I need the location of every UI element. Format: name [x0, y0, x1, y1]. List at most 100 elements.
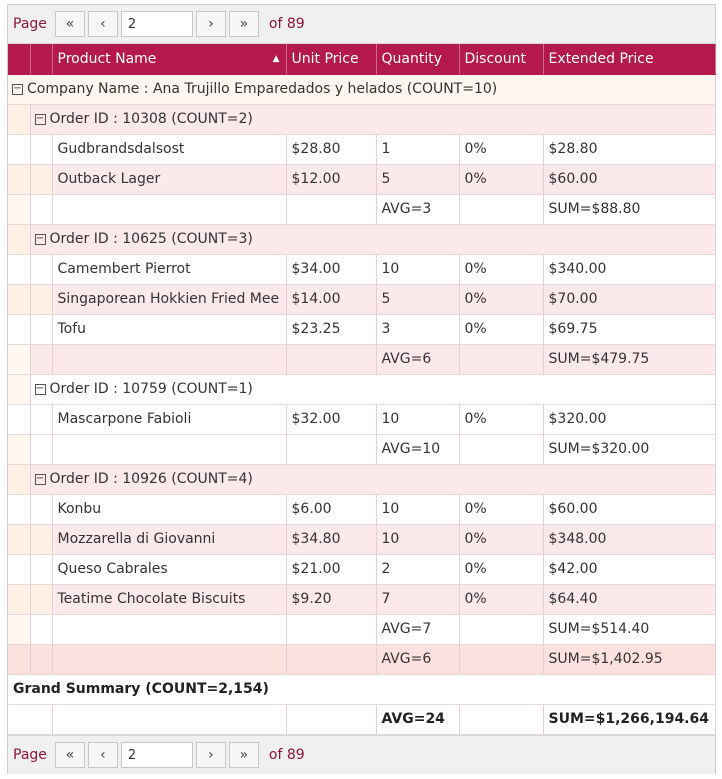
- pager-bottom: Page « ‹ › » of 89: [8, 735, 715, 774]
- cell-discount: 0%: [459, 584, 544, 615]
- cell-unit-price: $34.80: [286, 524, 377, 555]
- column-header-discount[interactable]: Discount: [459, 44, 544, 75]
- chevron-right-icon: ›: [208, 16, 214, 32]
- last-page-button[interactable]: »: [228, 11, 259, 37]
- grand-summary-header-row: Grand Summary (COUNT=2,154): [8, 674, 716, 705]
- cell-extended-price: $69.75: [543, 314, 716, 345]
- next-page-button[interactable]: ›: [195, 742, 226, 768]
- cell-discount: 0%: [459, 494, 544, 525]
- order-group-label: Order ID : 10759 (COUNT=1): [49, 381, 253, 397]
- table-row[interactable]: Mozzarella di Giovanni $34.80 10 0% $348…: [8, 524, 716, 555]
- cell-unit-price: $9.20: [286, 584, 377, 615]
- order-summary-row: AVG=3 SUM=$88.80: [8, 194, 716, 225]
- grand-summary-extended-price: SUM=$1,266,194.64: [543, 704, 716, 735]
- cell-extended-price: $70.00: [543, 284, 716, 315]
- cell-quantity: 1: [376, 134, 460, 165]
- cell-product-name: Mascarpone Fabioli: [52, 404, 287, 435]
- cell-unit-price: $34.00: [286, 254, 377, 285]
- column-header-quantity[interactable]: Quantity: [376, 44, 460, 75]
- chevron-right-icon: ›: [208, 747, 214, 763]
- cell-extended-price: $340.00: [543, 254, 716, 285]
- table-row[interactable]: Mascarpone Fabioli $32.00 10 0% $320.00: [8, 404, 716, 435]
- page-number-input[interactable]: [120, 11, 193, 37]
- summary-extended-price: SUM=$479.75: [543, 344, 716, 375]
- collapse-icon[interactable]: −: [34, 232, 46, 245]
- sort-ascending-icon: ▲: [272, 54, 280, 64]
- cell-unit-price: $14.00: [286, 284, 377, 315]
- summary-quantity: AVG=7: [376, 614, 460, 645]
- cell-discount: 0%: [459, 524, 544, 555]
- table-row[interactable]: Queso Cabrales $21.00 2 0% $42.00: [8, 554, 716, 585]
- group-indent-header: [30, 44, 53, 75]
- order-group-cell: − Order ID : 10926 (COUNT=4): [30, 464, 716, 495]
- order-group-label: Order ID : 10926 (COUNT=4): [49, 471, 253, 487]
- double-chevron-right-icon: »: [239, 16, 249, 32]
- cell-product-name: Teatime Chocolate Biscuits: [52, 584, 287, 615]
- table-row[interactable]: Camembert Pierrot $34.00 10 0% $340.00: [8, 254, 716, 285]
- first-page-button[interactable]: «: [54, 742, 85, 768]
- first-page-button[interactable]: «: [54, 11, 85, 37]
- cell-product-name: Gudbrandsdalsost: [52, 134, 287, 165]
- cell-quantity: 10: [376, 494, 460, 525]
- cell-unit-price: $23.25: [286, 314, 377, 345]
- order-summary-row: AVG=7 SUM=$514.40: [8, 614, 716, 645]
- company-group-row: − Company Name : Ana Trujillo Emparedados…: [8, 74, 716, 105]
- cell-quantity: 2: [376, 554, 460, 585]
- table-row[interactable]: Singaporean Hokkien Fried Mee $14.00 5 0…: [8, 284, 716, 315]
- cell-quantity: 5: [376, 284, 460, 315]
- next-page-button[interactable]: ›: [195, 11, 226, 37]
- group-indent-header: [8, 44, 31, 75]
- page-number-input[interactable]: [120, 742, 193, 768]
- double-chevron-left-icon: «: [65, 16, 75, 32]
- cell-extended-price: $348.00: [543, 524, 716, 555]
- column-header-extended-price[interactable]: Extended Price: [543, 44, 716, 75]
- cell-extended-price: $64.40: [543, 584, 716, 615]
- cell-product-name: Tofu: [52, 314, 287, 345]
- table-row[interactable]: Gudbrandsdalsost $28.80 1 0% $28.80: [8, 134, 716, 165]
- cell-discount: 0%: [459, 314, 544, 345]
- prev-page-button[interactable]: ‹: [87, 742, 118, 768]
- column-header-product-name[interactable]: Product Name ▲: [52, 44, 287, 75]
- collapse-icon[interactable]: −: [34, 472, 46, 485]
- cell-discount: 0%: [459, 404, 544, 435]
- cell-product-name: Camembert Pierrot: [52, 254, 287, 285]
- cell-quantity: 10: [376, 254, 460, 285]
- prev-page-button[interactable]: ‹: [87, 11, 118, 37]
- cell-unit-price: $12.00: [286, 164, 377, 195]
- cell-extended-price: $60.00: [543, 164, 716, 195]
- grid-table: Product Name ▲ Unit Price Quantity Disco…: [8, 44, 716, 735]
- chevron-left-icon: ‹: [100, 747, 106, 763]
- pager-page-label: Page: [13, 16, 47, 32]
- cell-quantity: 7: [376, 584, 460, 615]
- cell-product-name: Queso Cabrales: [52, 554, 287, 585]
- table-row[interactable]: Outback Lager $12.00 5 0% $60.00: [8, 164, 716, 195]
- table-row[interactable]: Teatime Chocolate Biscuits $9.20 7 0% $6…: [8, 584, 716, 615]
- grand-summary-row: AVG=24 SUM=$1,266,194.64: [8, 704, 716, 735]
- cell-quantity: 10: [376, 524, 460, 555]
- data-grid: Page « ‹ › » of 89 Product Name ▲: [7, 4, 716, 774]
- cell-discount: 0%: [459, 134, 544, 165]
- order-group-row: − Order ID : 10625 (COUNT=3): [8, 224, 716, 255]
- summary-quantity: AVG=6: [376, 344, 460, 375]
- grand-summary-quantity: AVG=24: [376, 704, 460, 735]
- last-page-button[interactable]: »: [228, 742, 259, 768]
- company-group-label: Company Name : Ana Trujillo Emparedados …: [27, 81, 498, 97]
- cell-product-name: Singaporean Hokkien Fried Mee: [52, 284, 287, 315]
- cell-discount: 0%: [459, 164, 544, 195]
- cell-extended-price: $28.80: [543, 134, 716, 165]
- table-row[interactable]: Konbu $6.00 10 0% $60.00: [8, 494, 716, 525]
- collapse-icon[interactable]: −: [12, 82, 23, 95]
- collapse-icon[interactable]: −: [34, 112, 46, 125]
- order-group-label: Order ID : 10308 (COUNT=2): [49, 111, 253, 127]
- order-group-row: − Order ID : 10308 (COUNT=2): [8, 104, 716, 135]
- cell-discount: 0%: [459, 254, 544, 285]
- cell-unit-price: $28.80: [286, 134, 377, 165]
- table-row[interactable]: Tofu $23.25 3 0% $69.75: [8, 314, 716, 345]
- summary-extended-price: SUM=$514.40: [543, 614, 716, 645]
- order-group-cell: − Order ID : 10625 (COUNT=3): [30, 224, 716, 255]
- summary-quantity: AVG=6: [376, 644, 460, 675]
- header-row: Product Name ▲ Unit Price Quantity Disco…: [8, 44, 716, 75]
- collapse-icon[interactable]: −: [34, 382, 46, 395]
- column-header-unit-price[interactable]: Unit Price: [286, 44, 377, 75]
- cell-quantity: 3: [376, 314, 460, 345]
